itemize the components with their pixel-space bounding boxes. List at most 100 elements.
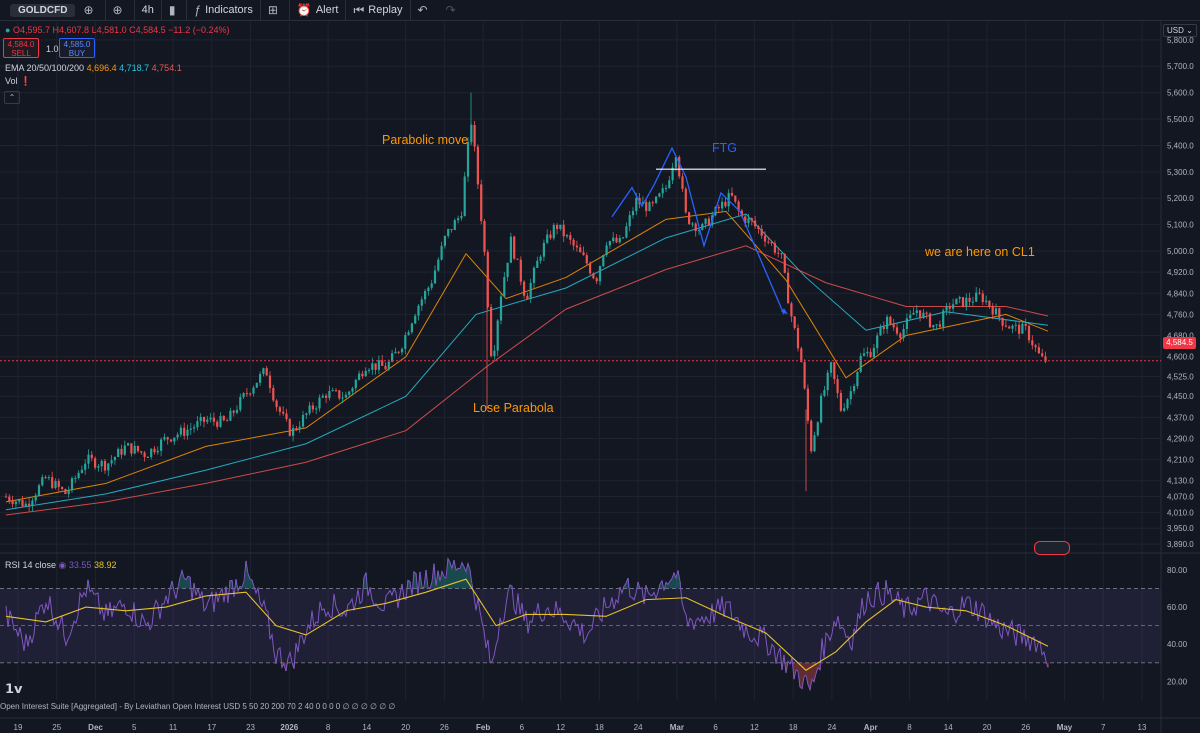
time-tick-label: 8 bbox=[907, 723, 912, 732]
open-interest-legend[interactable]: Open Interest Suite [Aggregated] - By Le… bbox=[0, 702, 396, 711]
annotation-parabolic[interactable]: Parabolic move bbox=[382, 133, 469, 147]
interval-button[interactable]: 4h bbox=[135, 0, 162, 20]
annotation-here[interactable]: we are here on CL1 bbox=[925, 245, 1035, 259]
candle-body bbox=[384, 365, 387, 370]
candle-body bbox=[938, 324, 941, 327]
candle-body bbox=[153, 448, 156, 453]
candle-body bbox=[628, 215, 631, 227]
candle-body bbox=[688, 212, 691, 224]
redo-icon: ↷ bbox=[445, 3, 456, 17]
candle-body bbox=[595, 278, 598, 282]
candle-body bbox=[1041, 353, 1044, 357]
candle-body bbox=[876, 335, 879, 349]
undo-button[interactable]: ↶ bbox=[411, 0, 439, 20]
candle-body bbox=[582, 252, 585, 256]
chart-type-button[interactable]: ▮ bbox=[162, 0, 188, 20]
candle-body bbox=[24, 503, 27, 507]
vol-legend[interactable]: Vol ❗ bbox=[5, 76, 31, 87]
templates-button[interactable]: ⊞ bbox=[261, 0, 290, 20]
candle-body bbox=[427, 287, 430, 292]
candle-body bbox=[107, 463, 110, 471]
indicators-button[interactable]: ƒ Indicators bbox=[187, 0, 261, 20]
candle-body bbox=[410, 323, 413, 333]
currency-selector[interactable]: USD ⌄ bbox=[1163, 24, 1197, 37]
candle-body bbox=[648, 202, 651, 212]
candle-body bbox=[239, 397, 242, 410]
candle-body bbox=[869, 351, 872, 358]
candle-body bbox=[298, 426, 301, 430]
candle-body bbox=[249, 393, 252, 395]
candle-body bbox=[988, 300, 991, 307]
candle-body bbox=[272, 387, 275, 401]
candle-body bbox=[443, 235, 446, 246]
time-tick-label: 11 bbox=[169, 723, 178, 732]
candle-body bbox=[288, 419, 291, 436]
events-flags-icon[interactable] bbox=[1034, 541, 1070, 555]
candle-body bbox=[526, 295, 529, 299]
candle-body bbox=[707, 218, 710, 226]
rsi-value: 33.55 bbox=[68, 560, 92, 570]
sell-button[interactable]: 4,584.0 SELL bbox=[3, 38, 39, 58]
candle-body bbox=[549, 234, 552, 239]
ema-line-2 bbox=[5, 245, 1049, 516]
candle-body bbox=[87, 454, 90, 464]
rsi-tick-label: 60.00 bbox=[1167, 603, 1188, 612]
symbol-search[interactable]: GOLDCFD ⊕ bbox=[0, 0, 106, 20]
alert-button[interactable]: ⏰ Alert bbox=[290, 0, 347, 20]
candle-body bbox=[202, 416, 206, 422]
candle-body bbox=[810, 420, 813, 452]
candle-body bbox=[961, 297, 965, 307]
candle-body bbox=[219, 416, 222, 427]
rsi-legend[interactable]: RSI 14 close ◉ 33.55 38.92 bbox=[5, 560, 117, 571]
time-tick-label: 14 bbox=[362, 723, 371, 732]
candle-body bbox=[813, 435, 816, 452]
candle-body bbox=[463, 176, 466, 217]
pattern-zigzag bbox=[611, 146, 785, 315]
candle-body bbox=[486, 252, 489, 308]
candle-body bbox=[605, 245, 608, 256]
candle-body bbox=[899, 333, 902, 338]
time-tick-label: 13 bbox=[1138, 723, 1147, 732]
candle-body bbox=[618, 238, 621, 243]
replay-button[interactable]: ⏮ Replay bbox=[346, 0, 411, 20]
candle-body bbox=[1037, 347, 1040, 354]
tradingview-logo[interactable]: 𝟭𝘃 bbox=[5, 681, 23, 696]
collapse-legend-button[interactable]: ⌃ bbox=[4, 91, 20, 104]
candle-body bbox=[895, 327, 899, 334]
candle-body bbox=[315, 408, 318, 410]
price-tick-label: 4,010.0 bbox=[1167, 508, 1194, 517]
last-price-badge: 4,584.5 bbox=[1163, 337, 1196, 349]
add-symbol-button[interactable]: ⊕ bbox=[106, 0, 135, 20]
candle-body bbox=[278, 407, 281, 412]
price-tick-label: 4,290.0 bbox=[1167, 434, 1194, 443]
candle-body bbox=[440, 245, 443, 260]
candle-body bbox=[589, 263, 592, 274]
candle-body bbox=[744, 216, 747, 224]
candle-body bbox=[457, 218, 460, 221]
candle-body bbox=[770, 241, 773, 244]
annotation-lose-parabola[interactable]: Lose Parabola bbox=[473, 401, 554, 415]
candle-body bbox=[1004, 325, 1007, 327]
currency-label: USD bbox=[1167, 26, 1184, 35]
candle-body bbox=[968, 297, 971, 302]
symbol-name[interactable]: GOLDCFD bbox=[10, 3, 76, 17]
candle-body bbox=[259, 373, 262, 383]
ema-legend[interactable]: EMA 20/50/100/200 4,696.4 4,718.7 4,754.… bbox=[5, 63, 182, 73]
candle-body bbox=[747, 218, 750, 224]
candle-body bbox=[615, 237, 618, 243]
time-tick-label: 6 bbox=[713, 723, 718, 732]
candle-body bbox=[47, 477, 50, 479]
redo-button[interactable]: ↷ bbox=[439, 0, 467, 20]
candle-body bbox=[117, 448, 120, 458]
buy-button[interactable]: 4,585.0 BUY bbox=[59, 38, 95, 58]
candle-body bbox=[559, 224, 562, 229]
candle-body bbox=[499, 296, 503, 321]
ema100-value: 4,754.1 bbox=[151, 63, 182, 73]
candle-body bbox=[575, 245, 578, 248]
time-tick-label: 6 bbox=[520, 723, 525, 732]
compare-icon[interactable]: ⊕ bbox=[83, 3, 94, 17]
candle-body bbox=[503, 277, 506, 297]
annotation-ftg[interactable]: FTG bbox=[712, 141, 737, 155]
candle-body bbox=[196, 421, 199, 428]
